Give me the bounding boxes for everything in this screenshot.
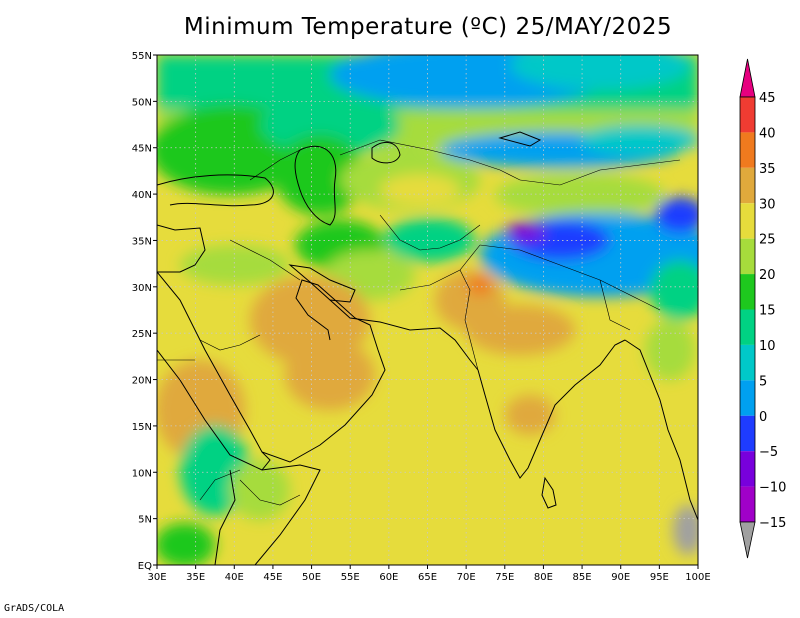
colorbar-bin: [740, 167, 755, 204]
coastlines: [157, 131, 698, 565]
lat-tick-label: 30N: [132, 283, 152, 294]
colorbar-bin: [740, 132, 755, 168]
colorbar-bin: [740, 203, 755, 239]
lon-tick-label: 90E: [611, 572, 630, 583]
colorbar-label: −5: [759, 445, 778, 460]
lat-tick-label: 40N: [132, 190, 152, 201]
lat-tick-label: 15N: [132, 422, 152, 433]
lon-tick-label: 95E: [650, 572, 669, 583]
lon-tick-label: 70E: [457, 572, 476, 583]
colorbar: 45 40 35 30 25 20 15 10 5 0 −5 −10 −15: [739, 58, 786, 559]
map-title: Minimum Temperature (ºC) 25/MAY/2025: [183, 14, 673, 40]
lat-tick-label: 50N: [132, 97, 152, 108]
colorbar-label: 45: [759, 91, 776, 106]
colorbar-bin: [740, 451, 755, 487]
lat-tick-label: 55N: [132, 51, 152, 62]
lat-tick-label: EQ: [138, 561, 152, 572]
colorbar-label: 25: [759, 233, 776, 248]
colorbar-bin: [740, 274, 755, 310]
colorbar-label: 35: [759, 162, 776, 177]
lon-tick-label: 100E: [685, 572, 710, 583]
colorbar-label: −15: [759, 516, 786, 531]
lat-tick-label: 5N: [138, 515, 152, 526]
lon-tick-label: 45E: [263, 572, 282, 583]
colorbar-bin: [740, 380, 755, 416]
colorbar-label: 10: [759, 339, 776, 354]
colorbar-bin: [740, 309, 755, 345]
lat-tick-label: 35N: [132, 236, 152, 247]
colorbar-label: 20: [759, 268, 776, 283]
colorbar-bin: [740, 415, 755, 452]
lat-tick-label: 25N: [132, 329, 152, 340]
lat-tick-label: 45N: [132, 144, 152, 155]
lat-axis: EQ 5N 10N 15N 20N 25N 30N 35N 40N 45N 50N 55N: [132, 51, 157, 572]
lon-tick-label: 60E: [379, 572, 398, 583]
lat-tick-label: 10N: [132, 468, 152, 479]
lon-tick-label: 75E: [495, 572, 514, 583]
colorbar-label: 15: [759, 304, 776, 319]
lon-axis: 30E 35E 40E 45E 50E 55E 60E 65E 70E 75E 80E 85E 90E 9…: [147, 565, 711, 583]
lon-tick-label: 55E: [341, 572, 360, 583]
lon-tick-label: 65E: [418, 572, 437, 583]
colorbar-bin: [740, 486, 755, 522]
country-borders: [157, 139, 681, 506]
colorbar-label: 40: [759, 126, 776, 141]
colorbar-bin: [740, 344, 755, 381]
colorbar-bin: [740, 97, 755, 133]
lon-tick-label: 85E: [573, 572, 592, 583]
lon-tick-label: 30E: [147, 572, 166, 583]
temperature-field: [157, 55, 698, 565]
colorbar-label: 0: [759, 410, 767, 425]
lon-tick-label: 40E: [225, 572, 244, 583]
colorbar-label: −10: [759, 481, 786, 496]
credit-label: GrADS/COLA: [4, 603, 65, 614]
colorbar-label: 5: [759, 374, 767, 389]
colorbar-bin: [740, 238, 755, 275]
lon-tick-label: 50E: [302, 572, 321, 583]
map-gridlines: [157, 55, 698, 565]
lon-tick-label: 35E: [186, 572, 205, 583]
lat-tick-label: 20N: [132, 376, 152, 387]
colorbar-over-arrow: [739, 58, 756, 98]
colorbar-under-arrow: [739, 521, 756, 559]
lon-tick-label: 80E: [534, 572, 553, 583]
colorbar-label: 30: [759, 197, 776, 212]
